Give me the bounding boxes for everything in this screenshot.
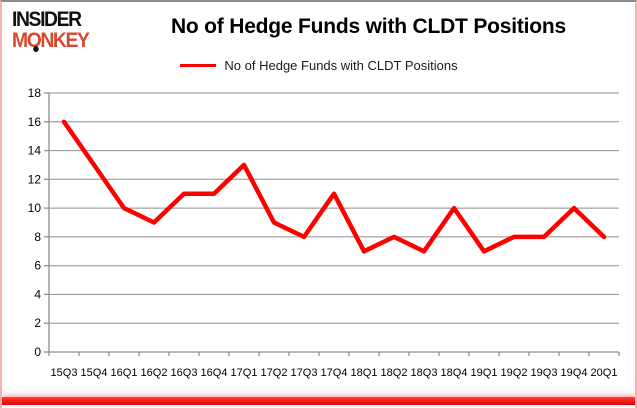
- y-tick-label: 16: [28, 115, 42, 129]
- insider-monkey-logo: INSIDER MONKEY: [12, 8, 90, 52]
- x-tick-label: 19Q4: [561, 367, 588, 379]
- x-tick-label: 18Q2: [381, 367, 408, 379]
- logo-text-insider: INSIDER: [12, 8, 82, 31]
- y-tick-label: 8: [34, 230, 41, 244]
- x-tick-label: 20Q1: [591, 367, 618, 379]
- y-tick-label: 6: [34, 259, 41, 273]
- x-tick-label: 16Q2: [141, 367, 168, 379]
- x-tick-label: 17Q3: [291, 367, 318, 379]
- x-tick-label: 17Q2: [261, 367, 288, 379]
- bottom-red-bar: [2, 397, 635, 405]
- y-tick-label: 12: [28, 172, 42, 186]
- x-tick-label: 16Q4: [201, 367, 228, 379]
- x-tick-label: 19Q3: [531, 367, 558, 379]
- chart-title: No of Hedge Funds with CLDT Positions: [170, 15, 567, 38]
- y-tick-label: 14: [28, 144, 42, 158]
- legend-line-swatch: [180, 64, 217, 67]
- y-tick-label: 0: [34, 345, 41, 359]
- x-tick-label: 16Q1: [111, 367, 138, 379]
- logo-text-monkey: MONKEY: [12, 29, 90, 52]
- x-tick-label: 18Q4: [441, 367, 468, 379]
- x-tick-label: 18Q1: [351, 367, 378, 379]
- x-tick-label: 15Q4: [81, 367, 108, 379]
- legend-label: No of Hedge Funds with CLDT Positions: [224, 58, 458, 73]
- y-tick-label: 18: [28, 86, 42, 100]
- x-tick-label: 18Q3: [411, 367, 438, 379]
- x-tick-label: 15Q3: [51, 367, 78, 379]
- x-tick-label: 16Q3: [171, 367, 198, 379]
- x-tick-label: 17Q4: [321, 367, 348, 379]
- x-tick-label: 19Q1: [471, 367, 498, 379]
- series-line: [61, 119, 607, 254]
- y-tick-label: 2: [34, 316, 41, 330]
- x-tick-label: 19Q2: [501, 367, 528, 379]
- monkey-eye-dot: [33, 46, 39, 52]
- x-tick-label: 17Q1: [231, 367, 258, 379]
- y-tick-label: 4: [34, 287, 41, 301]
- y-tick-label: 10: [28, 201, 42, 215]
- chart-legend: No of Hedge Funds with CLDT Positions: [2, 58, 635, 73]
